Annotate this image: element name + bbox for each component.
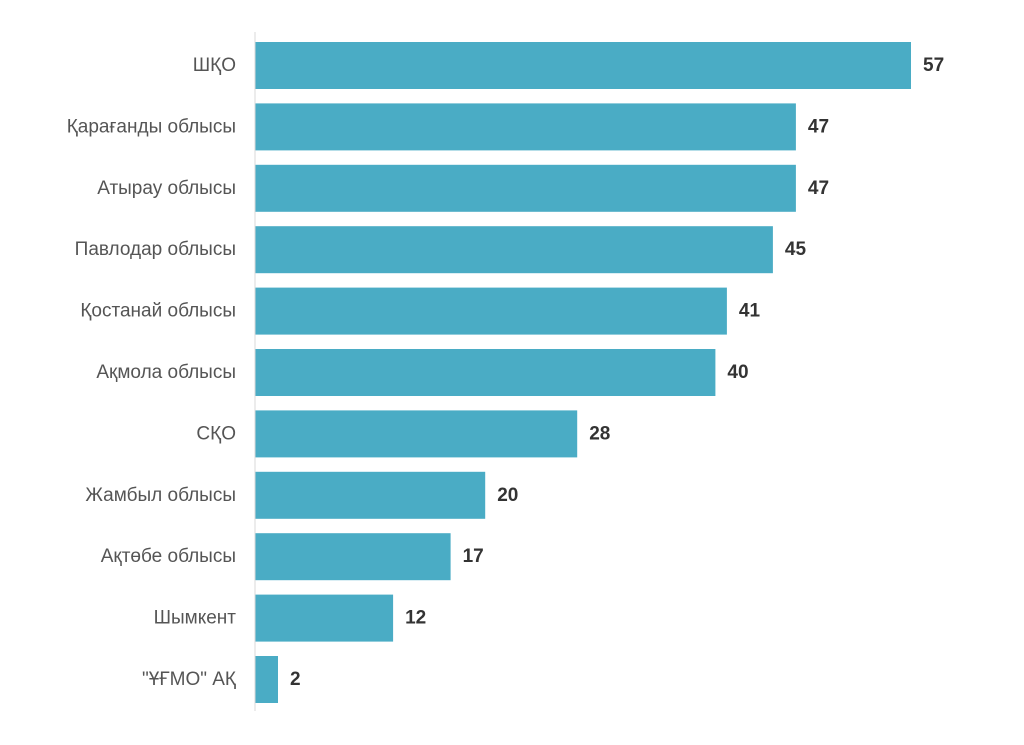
category-label-5: Ақмола облысы [96,362,236,383]
category-label-0: ШҚО [193,55,236,76]
value-label-10: 2 [290,669,301,690]
value-label-3: 45 [785,239,807,260]
bars-layer [255,42,911,703]
category-label-2: Атырау облысы [97,178,236,199]
category-label-1: Қарағанды облысы [67,116,236,137]
value-label-7: 20 [497,485,518,506]
bar-8 [255,533,451,581]
category-label-8: Ақтөбе облысы [101,546,236,567]
category-label-4: Қостанай облысы [80,301,236,322]
category-label-10: "ҰҒМО" АҚ [142,669,236,690]
bar-7 [255,471,486,519]
value-labels-layer: 57 47 47 45 41 40 28 20 17 12 2 [290,55,944,690]
bar-6 [255,410,578,458]
bar-4 [255,287,727,335]
value-label-8: 17 [463,546,484,567]
value-label-9: 12 [405,608,426,629]
value-label-1: 47 [808,116,829,137]
bar-9 [255,594,394,642]
value-label-4: 41 [739,301,761,322]
bar-1 [255,103,796,151]
value-label-6: 28 [589,423,610,444]
category-labels-layer: ШҚО Қарағанды облысы Атырау облысы Павлодар… [67,55,237,690]
bar-0 [255,42,911,89]
category-label-6: СҚО [196,423,236,444]
value-label-5: 40 [727,362,748,383]
category-label-3: Павлодар облысы [75,239,236,260]
bar-5 [255,349,716,396]
category-label-7: Жамбыл облысы [85,485,236,506]
bar-3 [255,226,773,274]
bar-10 [255,656,278,703]
value-label-0: 57 [923,55,944,76]
category-label-9: Шымкент [154,608,237,629]
value-label-2: 47 [808,178,829,199]
bar-2 [255,164,796,212]
